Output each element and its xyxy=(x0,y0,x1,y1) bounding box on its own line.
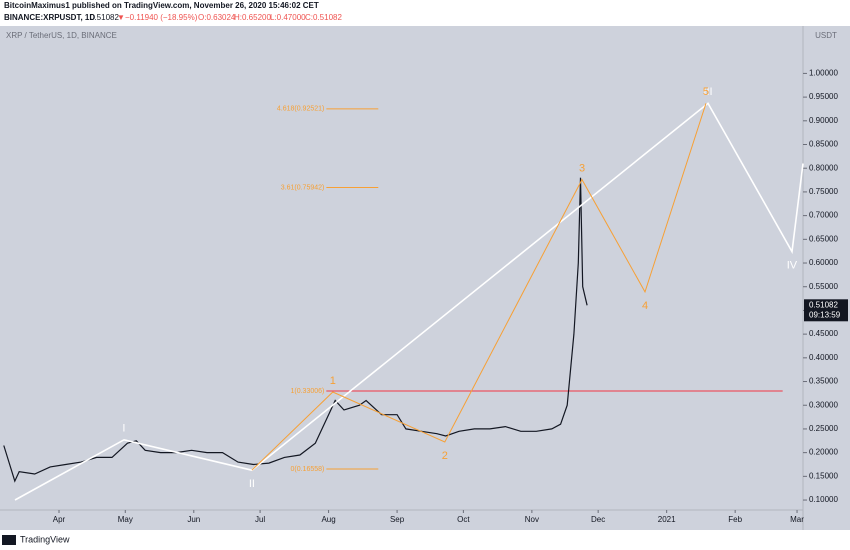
wave-label: 3 xyxy=(579,162,585,174)
x-tick-label: Nov xyxy=(525,515,539,524)
x-tick-label: Jun xyxy=(187,515,200,524)
y-tick-label: 0.20000 xyxy=(809,448,838,457)
countdown: 09:13:59 xyxy=(809,310,841,319)
x-tick-label: Aug xyxy=(321,515,335,524)
y-tick-label: 0.60000 xyxy=(809,258,838,267)
x-tick-label: Apr xyxy=(53,515,66,524)
fib-label: 3.61(0.75942) xyxy=(281,184,325,191)
series-line xyxy=(14,102,804,501)
last-price-label: 0.51082 xyxy=(809,300,838,309)
y-tick-label: 0.55000 xyxy=(809,282,838,291)
y-tick-label: 1.00000 xyxy=(809,69,838,78)
y-tick-label: 0.95000 xyxy=(809,92,838,101)
arrow: ▼ xyxy=(117,13,125,22)
ohlc: C:0.51082 xyxy=(305,13,342,22)
x-tick-label: 2021 xyxy=(658,515,676,524)
wave-label: 4 xyxy=(642,300,648,312)
y-tick-label: 0.45000 xyxy=(809,329,838,338)
publisher: BitcoinMaximus1 published on TradingView… xyxy=(4,1,319,10)
fib-label: 1(0.33006) xyxy=(291,388,325,395)
x-tick-label: May xyxy=(118,515,133,524)
x-tick-label: Jul xyxy=(255,515,265,524)
wave-label: 1 xyxy=(330,375,336,387)
y-tick-label: 0.80000 xyxy=(809,163,838,172)
wave-label: IV xyxy=(787,260,798,272)
wave-label: III xyxy=(703,86,712,98)
x-tick-label: Feb xyxy=(728,515,742,524)
x-tick-label: Dec xyxy=(591,515,605,524)
ohlc: L:0.47000 xyxy=(270,13,306,22)
brand: TradingView xyxy=(20,534,70,544)
y-tick-label: 0.10000 xyxy=(809,495,838,504)
y-unit: USDT xyxy=(815,31,837,40)
x-tick-label: Mar xyxy=(790,515,804,524)
watermark: XRP / TetherUS, 1D, BINANCE xyxy=(6,31,117,40)
symbol: BINANCE:XRPUSDT, 1D xyxy=(4,13,95,22)
wave-label: II xyxy=(249,478,255,490)
fib-label: 4.618(0.92521) xyxy=(277,106,324,113)
wave-label: 2 xyxy=(442,450,448,462)
y-tick-label: 0.85000 xyxy=(809,140,838,149)
last: 0.51082 xyxy=(90,13,119,22)
x-tick-label: Sep xyxy=(390,515,405,524)
y-tick-label: 0.15000 xyxy=(809,471,838,480)
last-price-tag xyxy=(804,299,848,322)
plot-area xyxy=(0,26,850,530)
y-tick-label: 0.25000 xyxy=(809,424,838,433)
y-tick-label: 0.70000 xyxy=(809,211,838,220)
y-tick-label: 0.90000 xyxy=(809,116,838,125)
x-tick-label: Oct xyxy=(457,515,470,524)
series-line xyxy=(3,177,588,483)
y-tick-label: 0.40000 xyxy=(809,353,838,362)
y-tick-label: 0.65000 xyxy=(809,234,838,243)
y-tick-label: 0.30000 xyxy=(809,400,838,409)
y-tick-label: 0.35000 xyxy=(809,377,838,386)
y-tick-label: 0.75000 xyxy=(809,187,838,196)
fib-label: 0(0.16558) xyxy=(291,466,325,473)
ohlc: O:0.63024 xyxy=(198,13,236,22)
wave-label: 5 xyxy=(703,86,709,98)
series-line xyxy=(251,103,707,471)
wave-label: I xyxy=(122,423,125,435)
change: −0.11940 (−18.95%) xyxy=(125,13,198,22)
logo xyxy=(2,535,16,545)
ohlc: H:0.65200 xyxy=(234,13,271,22)
